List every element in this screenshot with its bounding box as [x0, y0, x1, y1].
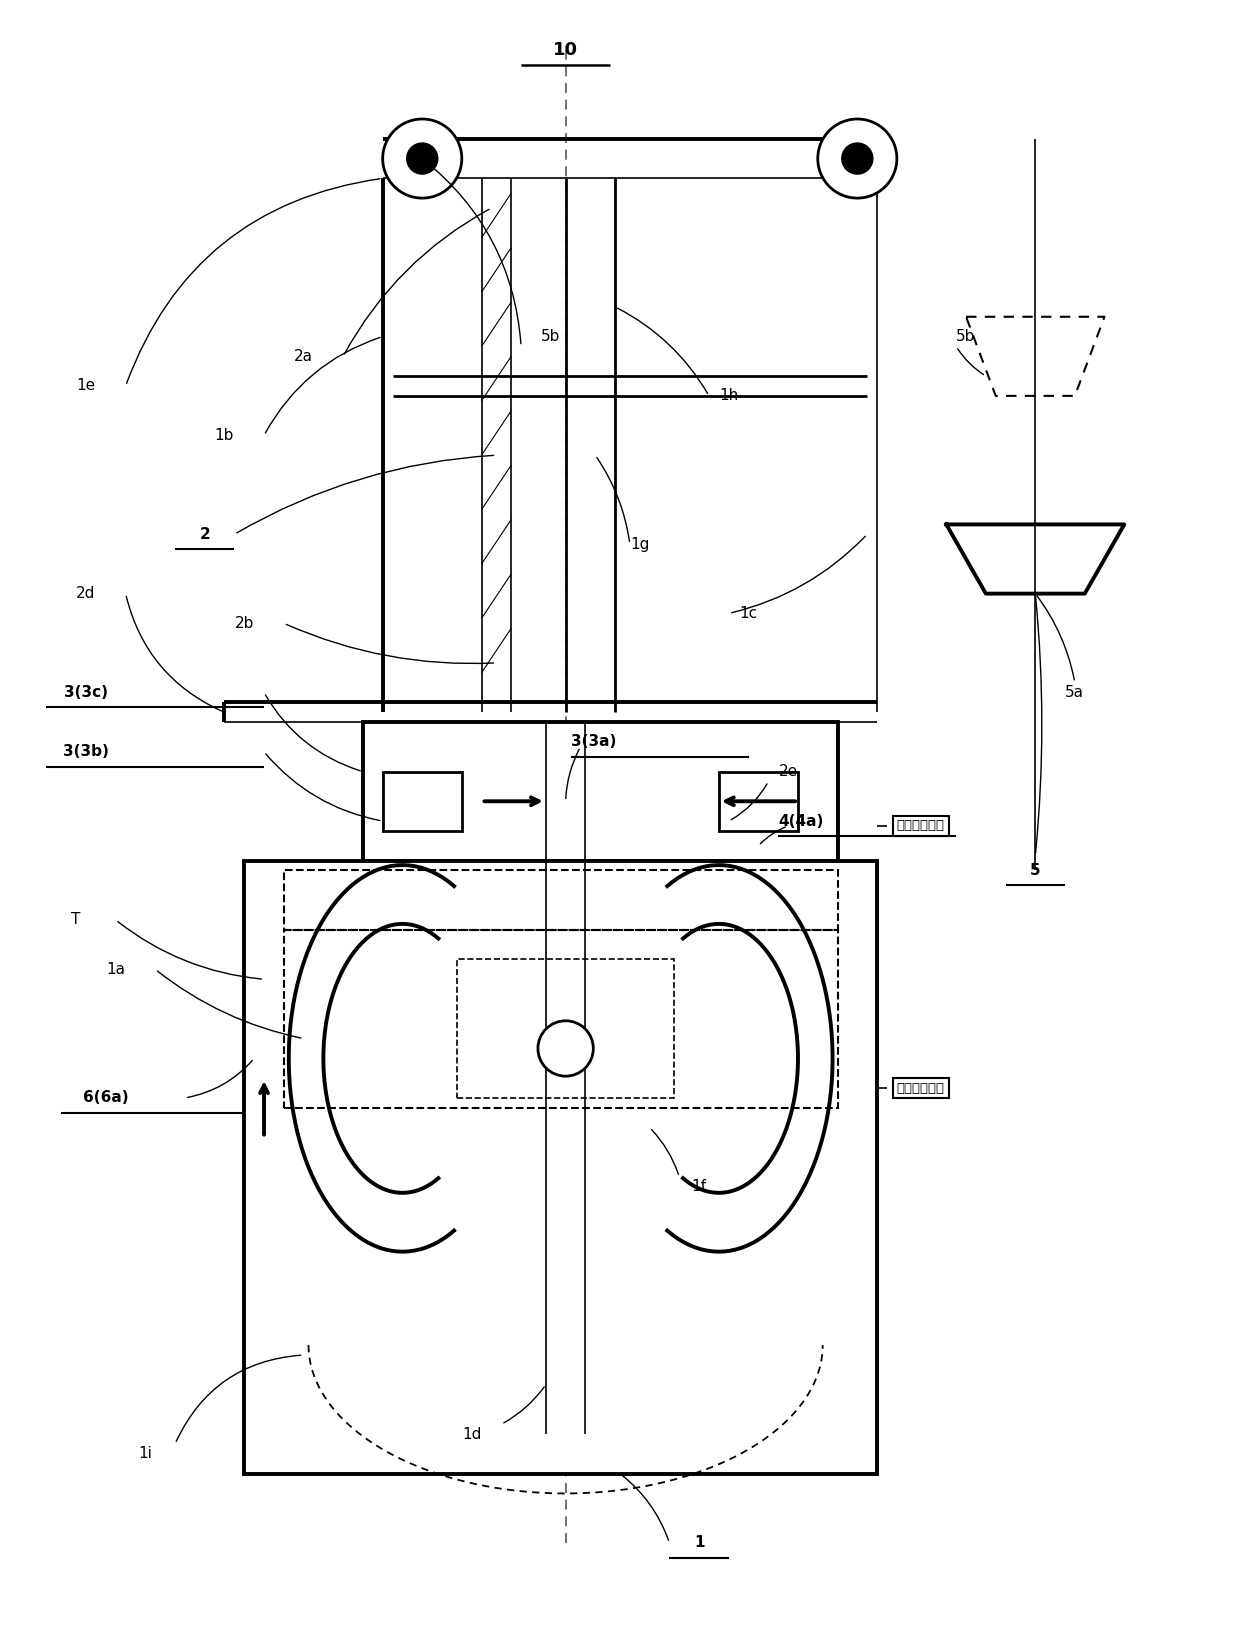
Bar	[719, 771, 799, 830]
Text: 2e: 2e	[779, 764, 797, 779]
Text: 测量开始位置: 测量开始位置	[897, 1081, 945, 1095]
Circle shape	[817, 119, 897, 198]
Bar	[456, 959, 675, 1098]
Text: 3(3c): 3(3c)	[64, 685, 108, 700]
Text: 1d: 1d	[463, 1426, 481, 1441]
Text: 1i: 1i	[139, 1446, 153, 1461]
Text: 1e: 1e	[77, 378, 95, 393]
Circle shape	[538, 1020, 593, 1076]
Text: 1g: 1g	[630, 537, 650, 551]
Text: 5a: 5a	[1065, 685, 1084, 700]
Text: 2a: 2a	[294, 348, 312, 363]
Text: T: T	[72, 913, 81, 928]
Text: 1b: 1b	[215, 428, 234, 442]
Circle shape	[383, 119, 461, 198]
Text: 1h: 1h	[719, 388, 738, 403]
Text: 1c: 1c	[739, 606, 758, 621]
Text: 5b: 5b	[956, 329, 976, 343]
Bar	[363, 721, 837, 860]
Text: 5: 5	[1030, 863, 1040, 878]
Text: 4(4a): 4(4a)	[779, 814, 823, 829]
Text: 测量待命位置: 测量待命位置	[897, 819, 945, 832]
Bar	[284, 930, 837, 1108]
Text: 1a: 1a	[107, 963, 125, 977]
Text: 2d: 2d	[77, 586, 95, 601]
Circle shape	[842, 144, 872, 173]
Bar	[244, 860, 877, 1474]
Text: 2: 2	[200, 527, 210, 542]
Circle shape	[408, 144, 436, 173]
Bar	[383, 771, 461, 830]
Text: 2b: 2b	[234, 616, 254, 631]
Bar	[284, 870, 837, 930]
Text: 5b: 5b	[541, 329, 560, 343]
Text: 3(3b): 3(3b)	[63, 745, 109, 759]
Text: 10: 10	[553, 41, 578, 59]
Text: 6(6a): 6(6a)	[83, 1090, 129, 1106]
Text: 1f: 1f	[692, 1179, 707, 1194]
Text: 3(3a): 3(3a)	[570, 735, 616, 750]
Text: 1: 1	[694, 1535, 704, 1550]
